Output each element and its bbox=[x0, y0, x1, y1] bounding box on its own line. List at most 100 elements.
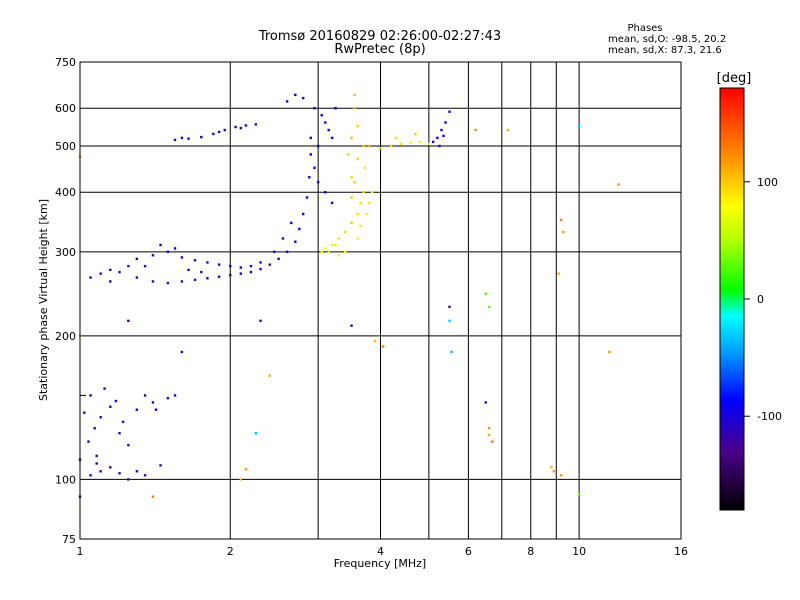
data-point bbox=[368, 144, 371, 148]
data-point bbox=[103, 387, 106, 390]
data-point bbox=[450, 350, 453, 354]
data-point bbox=[285, 100, 289, 103]
data-point bbox=[223, 128, 226, 132]
y-tick-label: 400 bbox=[55, 186, 76, 199]
data-point bbox=[327, 250, 330, 254]
data-point bbox=[259, 267, 262, 271]
data-point bbox=[217, 263, 221, 266]
data-point bbox=[166, 396, 170, 400]
data-point bbox=[109, 280, 112, 283]
data-point bbox=[350, 176, 353, 179]
data-point bbox=[324, 121, 327, 124]
colorbar-label: [deg] bbox=[717, 71, 752, 86]
data-point bbox=[206, 277, 209, 280]
x-tick-label: 4 bbox=[377, 545, 384, 558]
data-point bbox=[109, 268, 112, 272]
data-point bbox=[506, 128, 510, 132]
data-point bbox=[173, 247, 177, 250]
data-point bbox=[362, 144, 365, 148]
data-point bbox=[313, 107, 316, 110]
data-point bbox=[414, 132, 417, 136]
data-point bbox=[121, 420, 125, 424]
data-point bbox=[550, 466, 553, 469]
data-point bbox=[118, 431, 121, 435]
data-point bbox=[330, 243, 334, 247]
data-point bbox=[212, 132, 215, 136]
y-tick-label: 600 bbox=[55, 102, 76, 115]
data-point bbox=[309, 136, 312, 140]
data-point bbox=[143, 394, 147, 397]
data-point bbox=[359, 201, 362, 205]
data-point bbox=[151, 401, 155, 404]
data-point bbox=[166, 281, 170, 285]
data-point bbox=[313, 166, 316, 170]
y-tick-label: 75 bbox=[62, 533, 76, 546]
data-point bbox=[135, 276, 139, 279]
x-tick-label: 16 bbox=[674, 545, 688, 558]
data-point bbox=[344, 250, 347, 254]
data-point bbox=[557, 272, 560, 275]
data-point bbox=[285, 250, 289, 254]
data-point bbox=[200, 135, 203, 139]
data-point bbox=[562, 230, 565, 234]
data-point bbox=[118, 472, 121, 475]
data-point bbox=[180, 136, 184, 140]
data-point bbox=[301, 96, 305, 100]
data-point bbox=[577, 125, 581, 128]
data-point bbox=[379, 146, 382, 150]
colorbar-tick-label: 0 bbox=[757, 293, 764, 306]
data-point bbox=[491, 440, 494, 443]
y-tick-label: 100 bbox=[55, 473, 76, 486]
data-point bbox=[353, 180, 356, 184]
data-point bbox=[334, 243, 337, 247]
data-point bbox=[93, 427, 96, 430]
data-point bbox=[95, 462, 98, 465]
data-point bbox=[334, 107, 337, 110]
chart-title: Tromsø 20160829 02:26:00-02:27:43 bbox=[258, 29, 501, 44]
data-point bbox=[418, 140, 422, 144]
data-point bbox=[200, 270, 203, 274]
x-axis-label: Frequency [MHz] bbox=[334, 557, 426, 570]
data-point bbox=[180, 350, 184, 354]
data-point bbox=[474, 128, 477, 132]
data-point bbox=[127, 478, 130, 481]
data-point bbox=[118, 270, 121, 274]
y-axis-label: Stationary phase Virtual Height [km] bbox=[37, 199, 50, 401]
x-tick-label: 1 bbox=[77, 545, 84, 558]
data-point bbox=[362, 191, 365, 194]
phase-stats-title: Phases bbox=[627, 23, 662, 34]
data-point bbox=[187, 137, 190, 140]
colorbar-ticks: 100 0 -100 bbox=[744, 176, 782, 423]
data-point bbox=[83, 411, 86, 414]
data-point bbox=[350, 324, 353, 327]
data-point bbox=[394, 136, 398, 140]
data-point bbox=[193, 259, 197, 262]
data-point bbox=[427, 142, 431, 146]
data-point bbox=[305, 196, 309, 199]
data-point bbox=[151, 280, 155, 283]
data-point bbox=[180, 280, 184, 283]
data-point bbox=[431, 140, 435, 144]
data-points bbox=[78, 93, 620, 498]
y-tick-labels: 75 100 200 300 400 500 600 750 bbox=[55, 56, 76, 546]
data-point bbox=[206, 261, 209, 264]
data-point bbox=[484, 292, 487, 295]
data-point bbox=[448, 110, 451, 113]
data-point bbox=[559, 474, 563, 477]
data-point bbox=[316, 144, 320, 148]
data-point bbox=[373, 339, 377, 343]
data-point bbox=[320, 114, 323, 117]
x-tick-labels: 1 2 4 6 8 10 16 bbox=[77, 545, 689, 558]
data-point bbox=[448, 305, 451, 309]
grid-lines bbox=[79, 61, 682, 540]
y-tick-label: 300 bbox=[55, 246, 76, 259]
data-point bbox=[127, 264, 130, 268]
data-point bbox=[330, 136, 334, 140]
data-point bbox=[109, 405, 112, 408]
data-point bbox=[268, 263, 271, 266]
x-tick-label: 6 bbox=[465, 545, 472, 558]
data-point bbox=[316, 180, 320, 184]
data-point bbox=[259, 319, 262, 323]
data-point bbox=[330, 201, 334, 205]
